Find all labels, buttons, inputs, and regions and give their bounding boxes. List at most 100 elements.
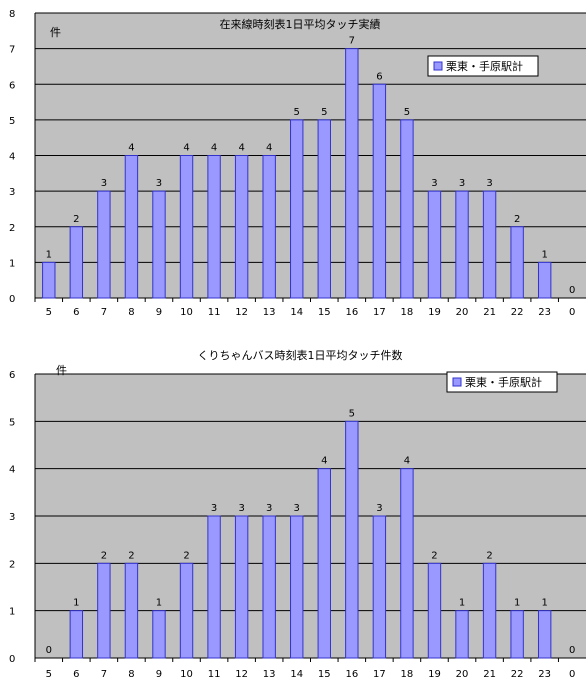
data-label: 1 [459, 598, 465, 609]
bar [317, 468, 331, 659]
y-tick-label: 0 [9, 654, 15, 665]
y-tick-label: 8 [9, 9, 15, 20]
x-tick-label: 13 [263, 307, 276, 316]
x-tick-label: 0 [569, 307, 575, 316]
x-tick-label: 6 [73, 307, 79, 316]
y-tick-label: 4 [9, 465, 15, 476]
data-label: 2 [183, 550, 189, 561]
data-label: 2 [514, 214, 520, 225]
x-tick-label: 22 [511, 307, 524, 316]
data-label: 6 [376, 71, 382, 82]
x-tick-label: 16 [345, 669, 358, 680]
bar [207, 515, 221, 659]
bar [234, 155, 249, 299]
bar [372, 83, 387, 299]
legend-label: 栗東・手原駅計 [465, 375, 542, 389]
x-tick-label: 9 [156, 669, 162, 680]
x-tick-label: 0 [569, 669, 575, 680]
y-tick-label: 6 [9, 370, 15, 381]
y-tick-label: 3 [9, 512, 15, 523]
data-label: 3 [431, 178, 437, 189]
bar [42, 261, 56, 299]
data-label: 5 [404, 107, 410, 118]
bar [345, 48, 359, 299]
data-label: 7 [349, 36, 355, 47]
data-label: 0 [46, 645, 52, 656]
data-label: 0 [569, 285, 575, 296]
data-label: 2 [431, 550, 437, 561]
bar [482, 562, 497, 659]
bar [317, 119, 331, 299]
y-tick-label: 1 [9, 258, 15, 269]
data-label: 2 [73, 214, 79, 225]
x-tick-label: 10 [180, 669, 193, 680]
chart-bus-touch-counts: 0 1 2 3 4 5 6 0 5 1 6 2 7 2 8 1 9 2 10 3 11 3 12 3 13 3 14 4 15 5 16 3 1… [0, 346, 586, 686]
data-label: 1 [46, 249, 52, 260]
data-label: 4 [211, 143, 217, 154]
bar [290, 119, 304, 299]
chart-svg: 0123456781526374839410411412413514515716… [9, 9, 586, 316]
x-tick-label: 15 [318, 669, 331, 680]
x-tick-label: 11 [208, 307, 221, 316]
bar [69, 610, 84, 659]
legend-swatch [452, 377, 462, 387]
y-axis-label: 件 [50, 26, 61, 39]
data-label: 3 [459, 178, 465, 189]
data-label: 2 [128, 550, 134, 561]
x-tick-label: 8 [128, 307, 134, 316]
x-tick-label: 20 [456, 307, 469, 316]
x-tick-label: 5 [46, 307, 52, 316]
bar [234, 515, 249, 659]
legend-box [446, 371, 558, 393]
x-tick-label: 15 [318, 307, 331, 316]
data-label: 5 [321, 107, 327, 118]
x-tick-label: 13 [263, 669, 276, 680]
data-label: 3 [294, 503, 300, 514]
data-label: 3 [238, 503, 244, 514]
x-tick-label: 21 [483, 669, 496, 680]
x-tick-label: 11 [208, 669, 221, 680]
bar [69, 226, 84, 299]
bar [290, 515, 304, 659]
bar [372, 515, 387, 659]
x-tick-label: 22 [511, 669, 524, 680]
y-tick-label: 2 [9, 223, 15, 234]
bar [152, 190, 166, 299]
bar [97, 190, 111, 299]
bar [179, 562, 194, 659]
bar [400, 119, 414, 299]
x-tick-label: 8 [128, 669, 134, 680]
data-label: 3 [211, 503, 217, 514]
y-axis-label: 件 [56, 364, 67, 377]
x-tick-label: 9 [156, 307, 162, 316]
data-label: 3 [156, 178, 162, 189]
data-label: 1 [156, 598, 162, 609]
bar [207, 155, 221, 299]
bar [427, 190, 442, 299]
data-label: 1 [541, 598, 547, 609]
data-label: 2 [101, 550, 107, 561]
data-label: 2 [486, 550, 492, 561]
bar [262, 515, 276, 659]
bar [510, 226, 524, 299]
y-tick-label: 5 [9, 116, 15, 127]
bar [537, 610, 552, 659]
data-label: 1 [514, 598, 520, 609]
data-label: 1 [73, 598, 79, 609]
x-tick-label: 17 [373, 307, 386, 316]
x-tick-label: 7 [101, 307, 107, 316]
bar [510, 610, 524, 659]
x-tick-label: 7 [101, 669, 107, 680]
chart-title: くりちゃんバス時刻表1日平均タッチ件数 [198, 348, 403, 362]
x-tick-label: 12 [235, 669, 248, 680]
y-tick-label: 4 [9, 152, 15, 163]
data-label: 4 [321, 456, 327, 467]
data-label: 4 [266, 143, 272, 154]
bar [400, 468, 414, 659]
x-tick-label: 18 [401, 307, 414, 316]
x-tick-label: 19 [428, 669, 441, 680]
chart-svg: 0123456051627281921031131231331441551631… [9, 348, 586, 680]
bar [455, 610, 469, 659]
data-label: 3 [266, 503, 272, 514]
legend-label: 栗東・手原駅計 [446, 59, 523, 73]
